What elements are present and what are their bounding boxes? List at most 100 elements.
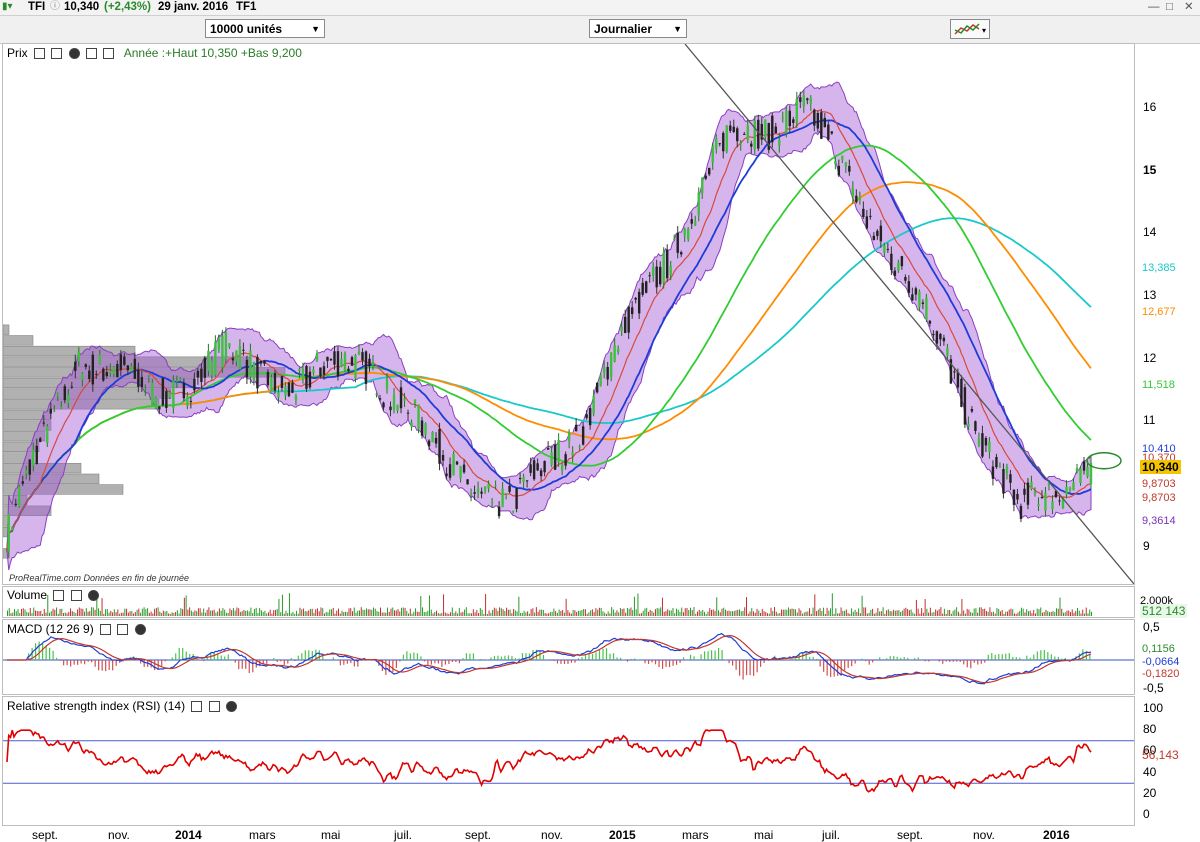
close-pane-icon[interactable] bbox=[88, 590, 100, 602]
volume-bar bbox=[339, 613, 341, 616]
candle-body bbox=[806, 98, 809, 101]
candle-body bbox=[214, 341, 217, 376]
volume-bar bbox=[861, 595, 863, 616]
period-select[interactable]: Journalier ▼ bbox=[589, 19, 687, 38]
volume-bar bbox=[250, 607, 252, 616]
macd-histogram-bar bbox=[1047, 652, 1049, 660]
close-pane-icon[interactable] bbox=[68, 48, 80, 60]
candle-body bbox=[1089, 462, 1093, 485]
wrench-icon[interactable] bbox=[191, 701, 203, 713]
macd-histogram-bar bbox=[343, 660, 345, 665]
candle-body bbox=[883, 245, 886, 253]
maximize-icon[interactable]: □ bbox=[1166, 1, 1173, 13]
macd-histogram-bar bbox=[1015, 657, 1017, 660]
x-axis-label: nov. bbox=[541, 828, 563, 842]
candle-body bbox=[168, 392, 172, 398]
volume-profile-bar bbox=[3, 431, 46, 442]
volume-bar bbox=[288, 593, 290, 616]
candle-body bbox=[333, 351, 336, 365]
close-pane-icon[interactable] bbox=[226, 701, 238, 713]
volume-bar bbox=[600, 607, 602, 616]
candle-body bbox=[448, 464, 452, 478]
volume-bar bbox=[936, 610, 938, 616]
macd-histogram-bar bbox=[182, 647, 184, 660]
volume-bar bbox=[10, 613, 12, 616]
macd-pane[interactable]: MACD (12 26 9) bbox=[2, 619, 1135, 695]
collapse-icon[interactable] bbox=[86, 48, 98, 60]
volume-bar bbox=[511, 613, 513, 616]
volume-bar bbox=[875, 612, 877, 616]
close-icon[interactable]: ✕ bbox=[1184, 1, 1194, 13]
candle-body bbox=[963, 387, 967, 425]
volume-pane[interactable]: Volume bbox=[2, 586, 1135, 618]
volume-bar bbox=[31, 613, 33, 616]
volume-bar bbox=[241, 611, 243, 616]
volume-bar bbox=[1061, 608, 1063, 616]
volume-bar bbox=[334, 613, 336, 616]
candle-body bbox=[676, 232, 679, 253]
volume-bar bbox=[126, 608, 128, 616]
volume-bar bbox=[873, 613, 875, 616]
volume-bar bbox=[500, 608, 502, 616]
volume-bar bbox=[448, 613, 450, 616]
candle-body bbox=[746, 125, 749, 141]
window-icon[interactable] bbox=[70, 590, 82, 602]
macd-line-value: -0,0664 bbox=[1142, 656, 1180, 668]
volume-bar bbox=[863, 607, 865, 616]
expand-icon[interactable] bbox=[103, 48, 115, 60]
volume-bar bbox=[758, 610, 760, 616]
volume-bar bbox=[977, 612, 979, 616]
volume-bar bbox=[371, 609, 373, 616]
volume-bar bbox=[546, 613, 548, 616]
volume-bar bbox=[786, 609, 788, 616]
volume-bar bbox=[169, 613, 171, 616]
wrench-icon[interactable] bbox=[53, 590, 65, 602]
volume-bar bbox=[929, 607, 931, 616]
volume-bar bbox=[1064, 612, 1066, 616]
window-icon[interactable] bbox=[51, 48, 63, 60]
volume-bar bbox=[210, 610, 212, 616]
volume-bar bbox=[325, 611, 327, 616]
candle-body bbox=[816, 112, 820, 129]
volume-bar bbox=[931, 612, 933, 616]
wrench-icon[interactable] bbox=[34, 48, 46, 60]
quantity-select[interactable]: 10000 unités ▼ bbox=[205, 19, 325, 38]
macd-histogram-bar bbox=[886, 658, 888, 660]
volume-bar bbox=[150, 611, 152, 616]
volume-bar bbox=[36, 610, 38, 616]
volume-bar bbox=[322, 608, 324, 616]
close-pane-icon[interactable] bbox=[134, 624, 146, 636]
wrench-icon[interactable] bbox=[100, 624, 112, 636]
window-icon[interactable] bbox=[208, 701, 220, 713]
volume-bar bbox=[224, 609, 226, 616]
macd-histogram-bar bbox=[31, 647, 33, 660]
macd-histogram-bar bbox=[308, 650, 310, 660]
volume-bar bbox=[187, 609, 189, 616]
candle-body bbox=[662, 252, 665, 284]
volume-profile-bar bbox=[3, 335, 34, 346]
candle-body bbox=[508, 485, 511, 492]
window-icon[interactable] bbox=[117, 624, 129, 636]
volume-bar bbox=[723, 607, 725, 616]
volume-bar bbox=[837, 613, 839, 616]
candle-body bbox=[186, 396, 189, 407]
volume-bar bbox=[716, 597, 718, 616]
candle-body bbox=[504, 493, 508, 495]
macd-histogram-bar bbox=[942, 660, 944, 664]
macd-histogram-bar bbox=[224, 656, 226, 660]
candle-body bbox=[536, 463, 539, 471]
candle-body bbox=[228, 343, 231, 347]
rsi-pane[interactable]: Relative strength index (RSI) (14) bbox=[2, 696, 1135, 826]
candle-body bbox=[301, 369, 305, 380]
candle-body bbox=[280, 376, 284, 388]
macd-histogram-bar bbox=[760, 660, 762, 667]
chart-style-button[interactable]: ▾ bbox=[950, 19, 990, 39]
minimize-icon[interactable]: — bbox=[1148, 1, 1160, 13]
volume-bar bbox=[390, 608, 392, 616]
price-pane[interactable]: Prix Année :+Haut 10,350 +Bas 9,200 ProR… bbox=[2, 43, 1135, 585]
volume-bar bbox=[513, 608, 515, 616]
volume-bar bbox=[281, 594, 283, 616]
volume-bar bbox=[584, 609, 586, 616]
volume-bar bbox=[870, 610, 872, 616]
volume-bar bbox=[24, 609, 26, 616]
